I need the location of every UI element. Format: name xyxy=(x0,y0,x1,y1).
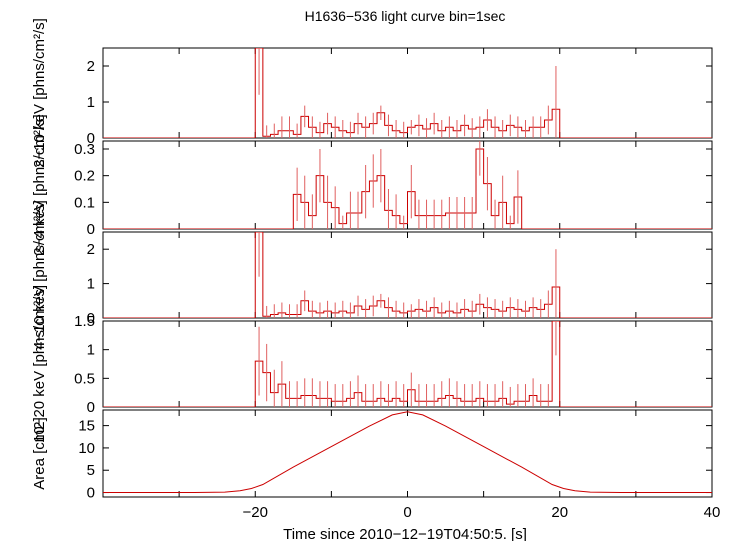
panel-frame xyxy=(102,231,713,319)
plot-area xyxy=(103,48,712,138)
histogram-series xyxy=(103,232,712,318)
x-tick-label: −20 xyxy=(243,504,268,521)
y-axis-label: 2−10 keV [phns/cm²/s] xyxy=(31,18,48,168)
y-axis-label: 4−10 keV [phns/cm²/s] xyxy=(31,200,48,350)
y-tick-label: 10 xyxy=(78,440,95,457)
panel-2: 0 0.1 0.2 0.3 2−4 keV [phns/cm²/s] xyxy=(31,114,713,256)
panel-1: 0 1 2 2−10 keV [phns/cm²/s] xyxy=(31,18,713,168)
histogram-series xyxy=(103,148,712,229)
y-axis-label: Area [cm2] xyxy=(31,417,48,490)
y-tick-label: 0 xyxy=(87,310,95,327)
y-tick-label: 0.3 xyxy=(74,141,95,158)
y-tick-label: 0 xyxy=(87,221,95,238)
y-tick-label: 2 xyxy=(87,241,95,258)
panels: 0 1 2 2−10 keV [phns/cm²/s] 0 0.1 0.2 0.3 2−4 ke… xyxy=(31,18,713,502)
y-tick-label: 2 xyxy=(87,58,95,75)
plot-area xyxy=(103,321,712,407)
y-tick-label: 5 xyxy=(87,462,95,479)
panel-3: 0 1 2 4−10 keV [phns/cm²/s] xyxy=(31,200,713,350)
x-tick-label: 20 xyxy=(551,504,568,521)
y-tick-label: 1.5 xyxy=(74,313,95,330)
panel-frame xyxy=(102,47,713,139)
chart-title: H1636−536 light curve bin=1sec xyxy=(305,8,506,24)
x-tick-label: 0 xyxy=(403,504,411,521)
panel-5: 0 5 10 15 Area [cm2] xyxy=(31,409,713,502)
y-tick-label: 0 xyxy=(87,399,95,416)
y-tick-label: 1 xyxy=(87,94,95,111)
y-tick-label: 15 xyxy=(78,418,95,435)
y-tick-label: 1 xyxy=(87,342,95,359)
x-axis: −20 0 20 40 xyxy=(243,504,721,521)
panel-4: 0 0.5 1 1.5 10−20 keV [phns/cm²/s] xyxy=(31,285,713,443)
y-tick-label: 1 xyxy=(87,276,95,293)
y-axis-label: 2−4 keV [phns/cm²/s] xyxy=(31,114,48,255)
y-axis-label: 10−20 keV [phns/cm²/s] xyxy=(31,285,48,443)
y-tick-label: 0 xyxy=(87,130,95,147)
x-tick-label: 40 xyxy=(704,504,721,521)
plot-area xyxy=(103,232,712,318)
plot-area xyxy=(103,141,712,229)
y-tick-label: 0.5 xyxy=(74,370,95,387)
y-tick-label: 0.2 xyxy=(74,168,95,185)
histogram-series xyxy=(103,321,712,407)
y-tick-label: 0 xyxy=(87,485,95,502)
y-tick-label: 0.1 xyxy=(74,194,95,211)
plot-area xyxy=(103,411,712,494)
x-axis-label: Time since 2010−12−19T04:50:5. [s] xyxy=(283,526,527,541)
histogram-series xyxy=(103,48,712,138)
panel-frame xyxy=(102,409,713,498)
area-series-line xyxy=(103,411,712,494)
